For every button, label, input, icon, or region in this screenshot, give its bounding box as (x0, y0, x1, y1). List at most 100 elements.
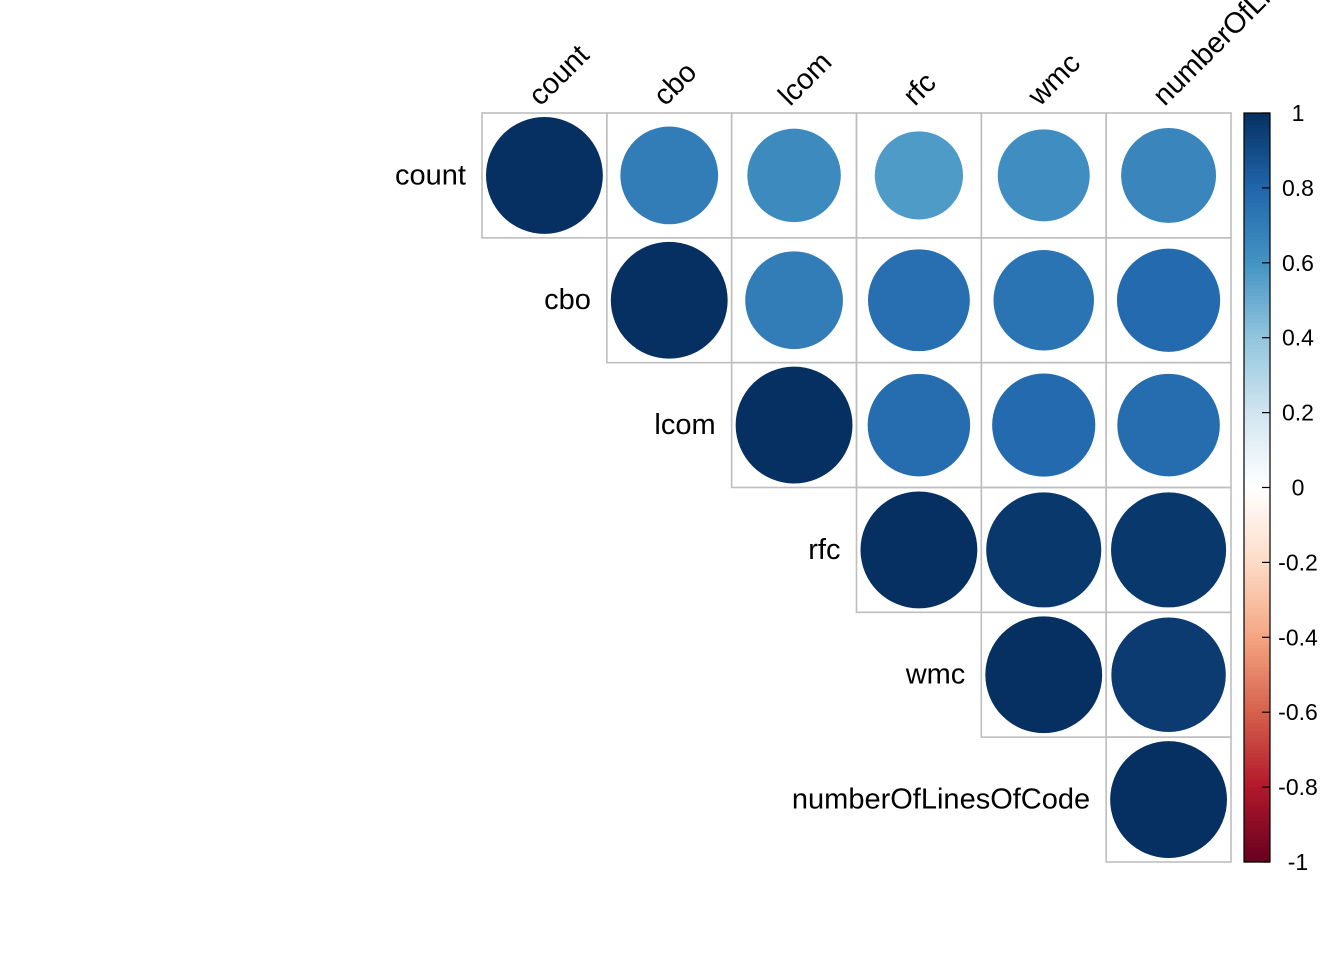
colorbar-segment (1244, 412, 1270, 417)
colorbar-segment (1244, 689, 1270, 695)
corr-circle-rfc-number-of-lines-of-code (1111, 492, 1227, 608)
row-label-cbo: cbo (544, 284, 591, 316)
colorbar-segment (1244, 663, 1270, 668)
colorbar-segment (1244, 656, 1270, 661)
colorbar-segment (1244, 517, 1270, 522)
corr-circle-cbo-lcom (745, 251, 843, 350)
colorbar-segment (1244, 715, 1270, 721)
colorbar-segment (1244, 483, 1270, 489)
colorbar-segment (1244, 318, 1270, 324)
colorbar-segment (1244, 124, 1270, 129)
colorbar-segment (1244, 300, 1270, 305)
colorbar-segment (1244, 378, 1270, 384)
colorbar-segment (1244, 506, 1270, 511)
colorbar-segment (1244, 333, 1270, 339)
colorbar-segment (1244, 858, 1270, 863)
colorbar-segment (1244, 446, 1270, 451)
colorbar-segment (1244, 854, 1270, 859)
colorbar-segment (1244, 435, 1270, 440)
corr-circle-cbo-number-of-lines-of-code (1116, 248, 1221, 352)
colorbar-segment (1244, 438, 1270, 444)
colorbar-tick-label: 0.2 (1282, 400, 1314, 426)
colorbar-segment (1244, 843, 1270, 848)
colorbar-segment (1244, 165, 1270, 170)
colorbar-segment (1244, 637, 1270, 642)
colorbar-segment (1244, 652, 1270, 657)
colorbar-segment (1244, 787, 1270, 792)
colorbar-segment (1244, 457, 1270, 462)
colorbar-segment (1244, 202, 1270, 208)
corr-circle-wmc-number-of-lines-of-code (1111, 617, 1226, 732)
colorbar-segment (1244, 371, 1270, 376)
row-label-number-of-lines-of-code: numberOfLinesOfCode (792, 784, 1090, 816)
colorbar-segment (1244, 674, 1270, 680)
colorbar-segment (1244, 521, 1270, 526)
colorbar-segment (1244, 232, 1270, 238)
colorbar-segment (1244, 341, 1270, 346)
colorbar-segment (1244, 700, 1270, 706)
colorbar-tick-label: 0 (1292, 475, 1305, 501)
colorbar-segment (1244, 225, 1270, 230)
corr-circle-lcom-rfc (867, 373, 971, 477)
colorbar-segment (1244, 817, 1270, 822)
col-label-wmc: wmc (1021, 47, 1086, 112)
colorbar-segment (1244, 206, 1270, 211)
colorbar-segment (1244, 120, 1270, 125)
colorbar-segment (1244, 779, 1270, 784)
colorbar-segment (1244, 229, 1270, 234)
corr-circle-count-number-of-lines-of-code (1121, 127, 1217, 223)
colorbar-segment (1244, 764, 1270, 769)
colorbar-segment (1244, 431, 1270, 436)
colorbar-segment (1244, 274, 1270, 279)
colorbar-segment (1244, 524, 1270, 530)
colorbar-segment (1244, 131, 1270, 137)
colorbar-segment (1244, 352, 1270, 358)
colorbar-segment (1244, 480, 1270, 485)
colorbar-tick-label: -0.4 (1278, 624, 1318, 650)
colorbar-segment (1244, 742, 1270, 747)
colorbar-segment (1244, 805, 1270, 811)
colorbar-segment (1244, 150, 1270, 155)
col-label-rfc: rfc (897, 67, 942, 112)
colorbar-segment (1244, 210, 1270, 215)
colorbar-segment (1244, 573, 1270, 578)
colorbar-segment (1244, 375, 1270, 380)
colorbar-segment (1244, 262, 1270, 268)
corr-circle-number-of-lines-of-code-number-of-lines-of-code (1110, 741, 1227, 858)
colorbar-segment (1244, 244, 1270, 249)
colorbar-segment (1244, 465, 1270, 470)
colorbar-segment (1244, 146, 1270, 152)
colorbar-segment (1244, 745, 1270, 751)
colorbar-segment (1244, 502, 1270, 507)
colorbar-segment (1244, 697, 1270, 702)
colorbar-segment (1244, 611, 1270, 616)
colorbar-segment (1244, 236, 1270, 241)
colorbar-segment (1244, 667, 1270, 672)
colorbar-segment (1244, 738, 1270, 743)
colorbar-segment (1244, 367, 1270, 373)
colorbar-segment (1244, 539, 1270, 545)
corr-circle-cbo-wmc (993, 249, 1094, 351)
colorbar-segment (1244, 270, 1270, 275)
colorbar-segment (1244, 401, 1270, 406)
colorbar-segment (1244, 345, 1270, 350)
colorbar-segment (1244, 749, 1270, 754)
colorbar-segment (1244, 757, 1270, 762)
colorbar-segment (1244, 569, 1270, 575)
colorbar-segment (1244, 251, 1270, 256)
colorbar-segment (1244, 191, 1270, 196)
colorbar-segment (1244, 603, 1270, 608)
corr-circle-count-wmc (997, 129, 1090, 222)
row-label-wmc: wmc (905, 659, 966, 691)
colorbar-segment (1244, 423, 1270, 429)
colorbar-segment (1244, 491, 1270, 496)
colorbar-segment (1244, 296, 1270, 301)
colorbar-segment (1244, 798, 1270, 803)
corr-circle-wmc-wmc (985, 616, 1103, 734)
colorbar-segment (1244, 199, 1270, 204)
colorbar-segment (1244, 802, 1270, 807)
colorbar-segment (1244, 708, 1270, 713)
colorbar-segment (1244, 678, 1270, 683)
colorbar-segment (1244, 554, 1270, 560)
colorbar-segment (1244, 723, 1270, 728)
